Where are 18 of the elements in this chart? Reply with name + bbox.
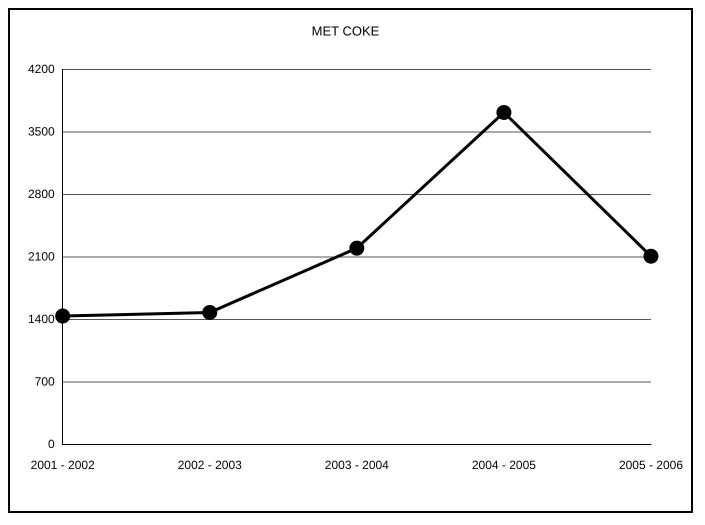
point <box>55 308 70 324</box>
point <box>643 248 658 264</box>
y-tick-label: 4200 <box>28 62 56 76</box>
point <box>496 104 512 120</box>
point <box>349 240 364 256</box>
x-tick-label: 2003 - 2004 <box>324 458 390 472</box>
y-tick-label: 0 <box>48 436 56 451</box>
x-tick-label: 2005 - 2006 <box>618 458 684 472</box>
x-tick-label: 2004 - 2005 <box>472 458 536 472</box>
x-tick-label: 2002 - 2003 <box>178 458 242 472</box>
y-tick-label: 2800 <box>28 186 56 201</box>
y-tick-label: 1400 <box>28 312 56 326</box>
point <box>202 304 218 320</box>
y-tick-label: 700 <box>34 374 56 388</box>
y-tick-label: 3500 <box>28 124 56 138</box>
y-tick-label: 2100 <box>28 249 56 264</box>
x-tick-label: 2001 - 2002 <box>30 458 96 472</box>
chart-title: MET COKE <box>312 23 380 38</box>
